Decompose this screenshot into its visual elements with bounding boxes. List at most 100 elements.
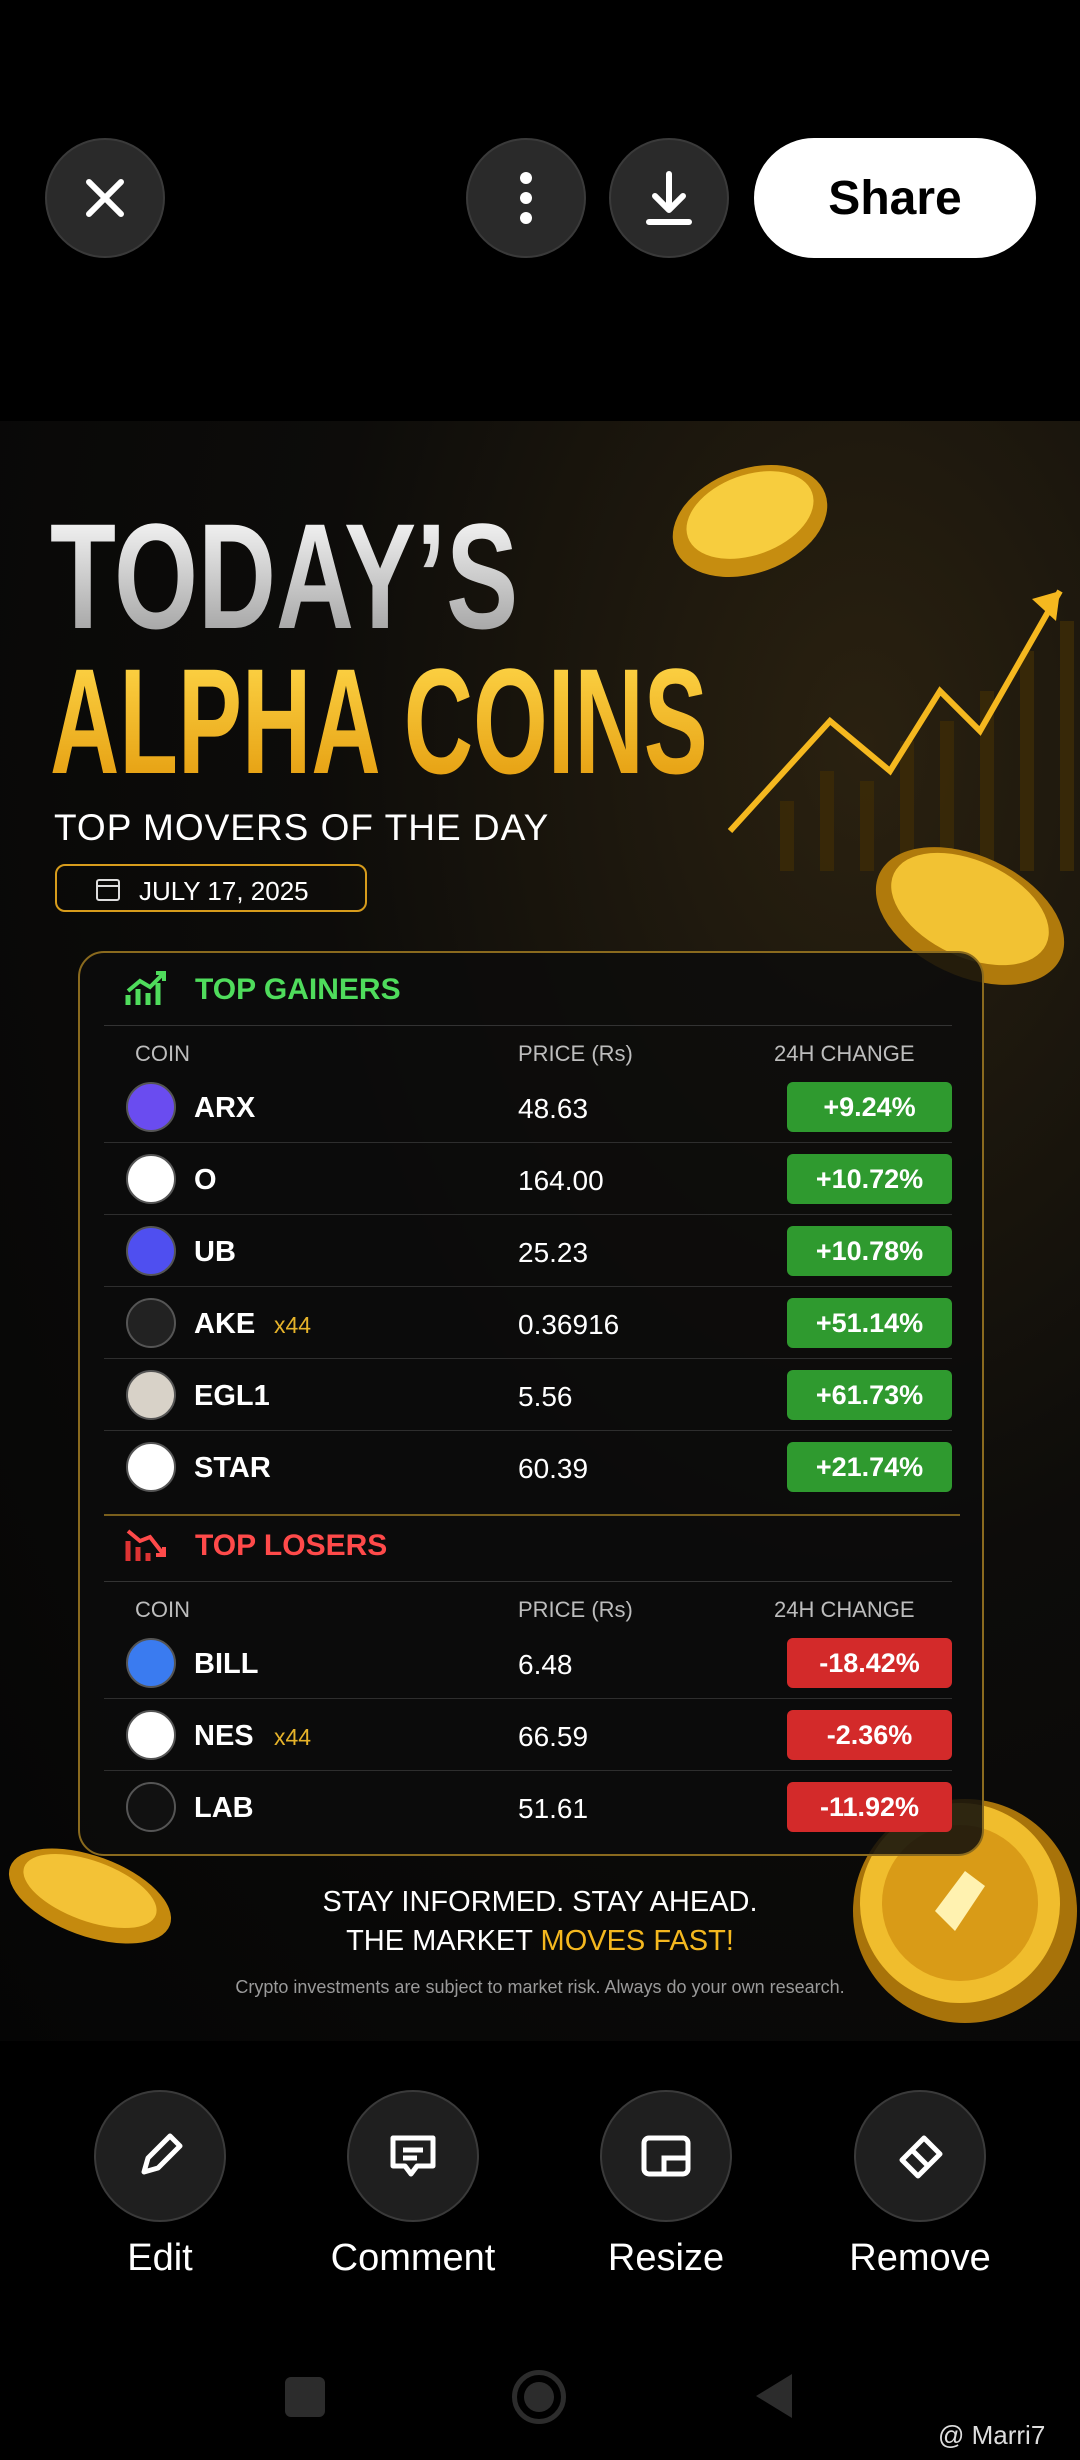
footer-text: THE MARKET [346,1925,533,1957]
action-button[interactable] [94,2090,226,2222]
close-button[interactable] [45,138,165,258]
close-icon [86,179,124,217]
home-button[interactable] [512,2370,566,2424]
title-line1: TODAY’S [50,492,519,660]
losers-icon [125,1529,166,1561]
action-label[interactable]: Comment [330,2237,496,2279]
coin-icon [126,1710,176,1760]
action-icon [390,2135,436,2177]
table-row: EGL1 5.56 +61.73% [104,1359,952,1431]
column-header: 24H CHANGE [774,1597,915,1622]
row-divider [104,1286,952,1287]
share-button[interactable]: Share [754,138,1036,258]
change-badge: +51.14% [787,1298,952,1348]
date-box: JULY 17, 2025 [55,864,367,912]
action-label[interactable]: Edit [127,2237,193,2279]
table-row: LAB 51.61 -11.92% [104,1771,952,1843]
coin-name: ARX [194,1092,256,1124]
movers-panel: TOP GAINERS COIN PRICE (Rs) 24H CHANGE ARX 48… [78,951,984,1856]
price: 0.36916 [518,1309,620,1340]
price: 60.39 [518,1453,589,1484]
footer-line2: THE MARKET MOVES FAST! [0,1925,1080,1958]
watermark: @ Marri7 [938,2420,1046,2450]
price: 48.63 [518,1093,589,1124]
change-badge: +10.72% [787,1154,952,1204]
more-button[interactable] [466,138,586,258]
coin-icon [126,1442,176,1492]
coin-decoration [8,1848,172,1944]
action-button[interactable] [854,2090,986,2222]
coin-decoration [672,464,828,578]
back-button[interactable] [752,2372,796,2420]
price: 5.56 [518,1381,573,1412]
change-badge: -18.42% [787,1638,952,1688]
row-divider [104,1430,952,1431]
recents-button[interactable] [285,2377,325,2417]
coin-name: UB [194,1236,236,1268]
action-button[interactable] [347,2090,479,2222]
home-dot [524,2382,554,2412]
coin-icon [126,1226,176,1276]
divider [104,1581,952,1582]
coin-decoration [875,847,1065,985]
coin-name: AKE [194,1308,256,1340]
calendar-icon [96,879,120,901]
action-icon [141,2133,183,2175]
change-badge: +61.73% [787,1370,952,1420]
gainers-icon [125,971,166,1005]
action-button[interactable] [600,2090,732,2222]
coin-icon [126,1638,176,1688]
price: 164.00 [518,1165,604,1196]
column-header: 24H CHANGE [774,1041,915,1066]
action-label[interactable]: Resize [607,2237,725,2279]
action-icon [641,2135,691,2177]
change-badge: +10.78% [787,1226,952,1276]
change-badge: +21.74% [787,1442,952,1492]
coin-tag: x44 [274,1312,312,1338]
coin-icon [126,1782,176,1832]
coin-name: STAR [194,1452,271,1484]
price: 6.48 [518,1649,573,1680]
row-divider [104,1698,952,1699]
change-badge: +9.24% [787,1082,952,1132]
action-label[interactable]: Remove [849,2237,991,2279]
table-row: AKE x44 0.36916 +51.14% [104,1287,952,1359]
table-row: O 164.00 +10.72% [104,1143,952,1215]
footer-line1: STAY INFORMED. STAY AHEAD. [322,1886,758,1918]
price: 66.59 [518,1721,589,1752]
divider [104,1025,952,1026]
row-divider [104,1770,952,1771]
coin-name: BILL [194,1648,259,1680]
coin-icon [126,1154,176,1204]
coin-icon [126,1298,176,1348]
coin-tag: x44 [274,1724,312,1750]
table-row: UB 25.23 +10.78% [104,1215,952,1287]
footer-highlight: MOVES FAST! [540,1925,734,1957]
losers-heading: TOP LOSERS [195,1529,388,1562]
coin-name: O [194,1164,217,1196]
action-icon [899,2135,943,2179]
row-divider [104,1142,952,1143]
column-header: COIN [135,1041,190,1066]
download-button[interactable] [609,138,729,258]
row-divider [104,1214,952,1215]
coin-icon [126,1370,176,1420]
table-row: ARX 48.63 +9.24% [104,1071,952,1143]
disclaimer: Crypto investments are subject to market… [235,1977,845,1997]
download-icon [646,171,692,225]
price: 25.23 [518,1237,589,1268]
title-line2: ALPHA COINS [50,637,708,805]
subtitle: TOP MOVERS OF THE DAY [54,807,550,848]
change-badge: -11.92% [787,1782,952,1832]
coin-name: EGL1 [194,1380,270,1412]
poster-image: TODAY’S ALPHA COINS TOP MOVERS OF THE DA… [0,421,1080,2041]
column-header: PRICE (Rs) [518,1041,633,1066]
table-row: NES x44 66.59 -2.36% [104,1699,952,1771]
change-badge: -2.36% [787,1710,952,1760]
column-header: COIN [135,1597,190,1622]
table-row: BILL 6.48 -18.42% [104,1627,952,1699]
growth-chart-decoration [727,589,1074,871]
price: 51.61 [518,1793,589,1824]
gainers-heading: TOP GAINERS [195,973,401,1006]
